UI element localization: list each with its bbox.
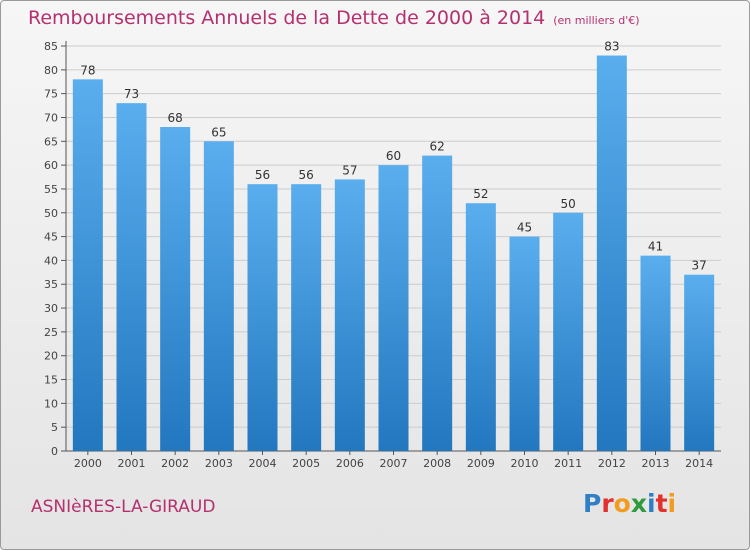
data-label: 52 — [473, 187, 488, 201]
data-label: 37 — [692, 259, 707, 273]
y-tick-label: 0 — [51, 445, 58, 458]
x-tick-label: 2005 — [292, 457, 320, 470]
x-tick-label: 2006 — [336, 457, 364, 470]
logo-letter: i — [647, 489, 656, 518]
data-label: 56 — [255, 168, 270, 182]
bar — [203, 141, 234, 451]
x-tick-label: 2001 — [118, 457, 146, 470]
x-tick-label: 2007 — [380, 457, 408, 470]
town-name: ASNIèRES-LA-GIRAUD — [31, 497, 216, 517]
y-tick-label: 45 — [44, 231, 58, 244]
data-labels: 78 73 68 65 56 56 57 60 62 52 45 50 83 41 37 — [80, 40, 707, 273]
logo-letter: t — [655, 489, 668, 518]
data-label: 50 — [561, 197, 576, 211]
y-tick-label: 50 — [44, 207, 58, 220]
bar — [378, 165, 409, 451]
x-tick-label: 2003 — [205, 457, 233, 470]
y-tick-label: 35 — [44, 278, 58, 291]
data-label: 65 — [211, 125, 226, 139]
x-tick-label: 2010 — [511, 457, 539, 470]
y-tick-label: 15 — [44, 374, 58, 387]
logo-letter: P — [583, 489, 602, 518]
data-label: 56 — [299, 168, 314, 182]
bar — [684, 274, 715, 451]
bars — [72, 55, 715, 452]
y-tick-label: 30 — [44, 302, 58, 315]
data-label: 83 — [604, 40, 619, 54]
y-tick-label: 25 — [44, 326, 58, 339]
logo-letter: r — [601, 489, 614, 518]
y-tick-label: 60 — [44, 159, 58, 172]
bar — [596, 55, 627, 451]
y-tick-label: 80 — [44, 64, 58, 77]
data-label: 68 — [168, 111, 183, 125]
y-tick-label: 40 — [44, 254, 58, 267]
x-tick-label: 2014 — [685, 457, 713, 470]
x-tick-label: 2013 — [642, 457, 670, 470]
chart-title: Remboursements Annuels de la Dette de 20… — [28, 7, 640, 29]
data-label: 57 — [342, 163, 357, 177]
data-label: 78 — [80, 63, 95, 77]
chart-unit: (en milliers d'€) — [553, 14, 640, 27]
logo-letter: x — [630, 489, 647, 518]
chart-title-text: Remboursements Annuels de la Dette de 20… — [28, 7, 546, 29]
logo-letter: o — [613, 489, 631, 518]
y-tick-label: 75 — [44, 88, 58, 101]
bar — [72, 79, 103, 452]
y-tick-label: 20 — [44, 350, 58, 363]
x-tick-label: 2002 — [161, 457, 189, 470]
x-tick-label: 2008 — [423, 457, 451, 470]
bar — [465, 203, 496, 451]
x-tick-label: 2009 — [467, 457, 495, 470]
y-tick-label: 55 — [44, 183, 58, 196]
bar — [334, 179, 365, 452]
y-tick-label: 70 — [44, 111, 58, 124]
data-label: 62 — [430, 140, 445, 154]
bar — [247, 184, 278, 452]
data-label: 45 — [517, 221, 532, 235]
data-label: 41 — [648, 240, 663, 254]
bar — [422, 155, 453, 451]
x-tick-label: 2012 — [598, 457, 626, 470]
bar — [160, 127, 191, 451]
bar — [116, 103, 147, 452]
bar — [291, 184, 322, 452]
x-tick-label: 2004 — [249, 457, 277, 470]
proxiti-logo: Proxiti — [583, 489, 676, 518]
y-tick-label: 10 — [44, 397, 58, 410]
x-tick-label: 2011 — [554, 457, 582, 470]
bar — [509, 236, 540, 451]
bar — [553, 212, 584, 451]
y-tick-label: 85 — [44, 40, 58, 53]
data-label: 60 — [386, 149, 401, 163]
bar — [640, 255, 671, 451]
y-tick-label: 65 — [44, 135, 58, 148]
x-tick-label: 2000 — [74, 457, 102, 470]
y-tick-label: 5 — [51, 421, 58, 434]
logo-letter: i — [667, 489, 677, 518]
data-label: 73 — [124, 87, 139, 101]
